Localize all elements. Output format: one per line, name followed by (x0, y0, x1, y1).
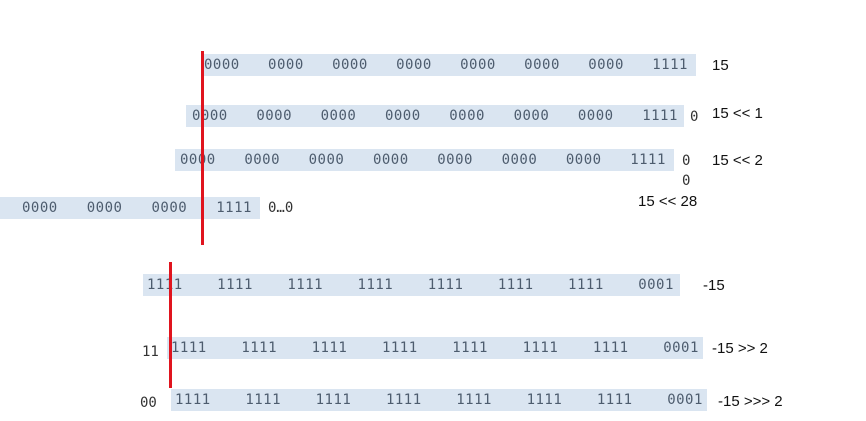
bit-group: 1111 (171, 340, 207, 356)
row-15-shl1-bits: 0000 0000 0000 0000 0000 0000 0000 1111 (186, 105, 684, 127)
bit-group: 0000 (180, 152, 216, 168)
bit-group: 1111 (315, 392, 352, 408)
row-15-shl2-suffix: 0 (682, 153, 691, 169)
row-15-shl28-bits: 0000 0000 0000 1111 (0, 197, 260, 219)
bit-group: 1111 (592, 340, 629, 356)
bit-group: 0000 (396, 57, 432, 73)
bit-group: 0000 (151, 200, 188, 216)
bit-group: 0000 (268, 57, 304, 73)
row-neg15-shr2-label: -15 >>> 2 (718, 393, 783, 410)
boundary-line-bottom (169, 262, 172, 388)
bit-group: 1111 (456, 392, 492, 408)
bit-group: 0000 (588, 57, 624, 73)
bit-group: 0001 (667, 392, 703, 408)
bit-group: 0000 (192, 108, 228, 124)
row-neg15-sar2-prefix: 11 (142, 344, 159, 360)
row-15-shl2-extra-zero: 0 (682, 173, 691, 189)
bit-group: 1111 (452, 340, 488, 356)
bit-group: 1111 (245, 392, 282, 408)
bit-group: 0000 (256, 108, 293, 124)
bit-group: 1111 (630, 152, 666, 168)
bit-group: 0000 (308, 152, 345, 168)
bit-group: 0000 (204, 57, 240, 73)
bit-group: 0000 (460, 57, 496, 73)
bit-group: 0000 (372, 152, 409, 168)
bit-group: 1111 (497, 277, 534, 293)
row-neg15-bits: 1111 1111 1111 1111 1111 1111 1111 0001 (143, 274, 680, 296)
bit-group: 1111 (357, 277, 394, 293)
bit-group: 1111 (241, 340, 278, 356)
bit-group: 0000 (244, 152, 281, 168)
bit-group: 0000 (437, 152, 473, 168)
row-15-shl28-label: 15 << 28 (638, 193, 698, 210)
row-neg15-label: -15 (703, 277, 725, 294)
bit-group: 0000 (384, 108, 421, 124)
row-15-shl1-label: 15 << 1 (712, 105, 763, 122)
bit-group: 0000 (22, 200, 58, 216)
bit-group: 1111 (427, 277, 464, 293)
bit-group: 1111 (216, 200, 252, 216)
bit-group: 1111 (642, 108, 678, 124)
bit-group: 1111 (311, 340, 348, 356)
bit-group: 1111 (385, 392, 422, 408)
bit-group: 1111 (217, 277, 253, 293)
row-neg15-sar2-label: -15 >> 2 (712, 340, 768, 357)
bit-group: 1111 (652, 57, 688, 73)
bit-group: 1111 (175, 392, 211, 408)
row-15-shl28-suffix: 0…0 (268, 200, 294, 216)
bit-group: 0000 (577, 108, 614, 124)
bit-group: 0000 (86, 200, 123, 216)
row-15-bits: 0000 0000 0000 0000 0000 0000 0000 1111 (202, 54, 696, 76)
row-15-shl2-label: 15 << 2 (712, 152, 763, 169)
bit-group: 1111 (381, 340, 418, 356)
bit-group: 0000 (501, 152, 538, 168)
bit-group: 0001 (638, 277, 674, 293)
row-neg15-shr2-bits: 1111 1111 1111 1111 1111 1111 1111 0001 (171, 389, 707, 411)
bit-group: 0000 (524, 57, 560, 73)
bit-group: 1111 (287, 277, 324, 293)
bit-group: 0000 (565, 152, 602, 168)
bit-group: 1111 (522, 340, 559, 356)
bit-group: 1111 (568, 277, 604, 293)
bit-group: 1111 (147, 277, 183, 293)
bit-group: 1111 (526, 392, 563, 408)
row-15-shl2-bits: 0000 0000 0000 0000 0000 0000 0000 1111 (175, 149, 674, 171)
bit-group: 0000 (513, 108, 550, 124)
bit-group: 0001 (663, 340, 699, 356)
row-neg15-sar2-bits: 1111 1111 1111 1111 1111 1111 1111 0001 (167, 337, 703, 359)
bit-group: 0000 (449, 108, 485, 124)
bit-group: 0000 (332, 57, 368, 73)
bit-group: 1111 (596, 392, 633, 408)
row-15-shl1-suffix: 0 (690, 109, 699, 125)
boundary-line-top (201, 51, 204, 245)
row-neg15-shr2-prefix: 00 (140, 395, 157, 411)
row-15-label: 15 (712, 57, 729, 74)
bit-group: 0000 (320, 108, 357, 124)
